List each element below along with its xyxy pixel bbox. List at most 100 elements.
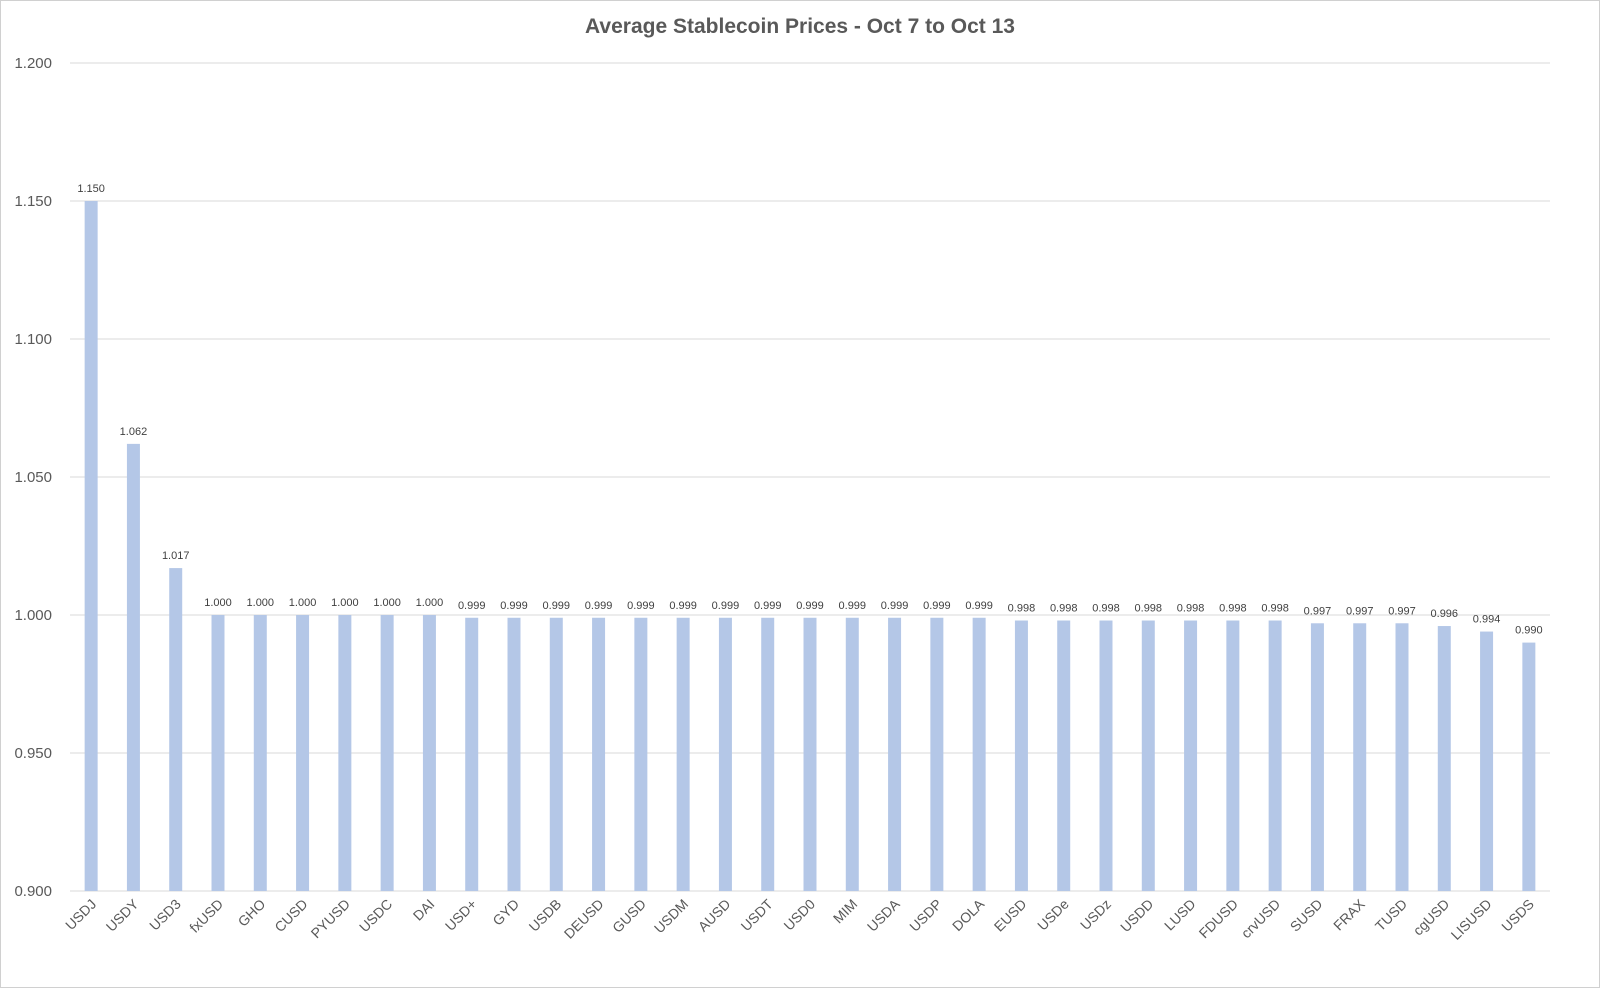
data-label: 0.999 bbox=[585, 600, 613, 612]
x-tick-label: USDe bbox=[1034, 896, 1072, 934]
bar-USDD bbox=[1141, 620, 1155, 891]
x-tick-label: USDB bbox=[526, 896, 565, 935]
data-labels: 1.150 1.062 1.017 1.000 1.000 1.000 1.000 1.000… bbox=[77, 183, 1542, 637]
y-tick-label: 1.050 bbox=[14, 469, 52, 486]
bar-GHO bbox=[253, 615, 267, 891]
data-label: 1.000 bbox=[247, 597, 275, 609]
data-label: 0.999 bbox=[669, 600, 697, 612]
data-label: 1.017 bbox=[162, 550, 190, 562]
data-label: 0.999 bbox=[881, 600, 909, 612]
data-label: 0.998 bbox=[1261, 603, 1289, 615]
data-label: 1.000 bbox=[373, 597, 401, 609]
x-tick-label: AUSD bbox=[695, 896, 734, 935]
x-tick-label: USDM bbox=[651, 896, 691, 936]
bar-USDP bbox=[930, 617, 944, 891]
x-tick-label: USD0 bbox=[780, 896, 818, 934]
bar-USDJ bbox=[84, 201, 98, 891]
x-tick-label: TUSD bbox=[1372, 896, 1410, 934]
data-label: 0.999 bbox=[839, 600, 867, 612]
x-tick-label: USDT bbox=[738, 896, 777, 935]
data-label: 0.994 bbox=[1473, 614, 1501, 626]
data-label: 0.996 bbox=[1431, 608, 1459, 620]
x-tick-label: USD+ bbox=[442, 896, 480, 934]
data-label: 0.999 bbox=[754, 600, 782, 612]
x-tick-label: crvUSD bbox=[1238, 896, 1283, 941]
data-label: 1.062 bbox=[120, 426, 148, 438]
x-tick-label: PYUSD bbox=[308, 896, 353, 941]
x-tick-label: fxUSD bbox=[186, 896, 226, 936]
bar-PYUSD bbox=[338, 615, 352, 891]
y-tick-label: 1.000 bbox=[14, 607, 52, 624]
bar-DAI bbox=[422, 615, 436, 891]
x-tick-label: FDUSD bbox=[1196, 896, 1241, 941]
bar-DOLA bbox=[972, 617, 986, 891]
bar-GUSD bbox=[634, 617, 648, 891]
bar-TUSD bbox=[1395, 623, 1409, 891]
bar-AUSD bbox=[718, 617, 732, 891]
bar-USD3 bbox=[169, 568, 183, 891]
x-tick-label: CUSD bbox=[271, 896, 310, 935]
bar-USD0 bbox=[803, 617, 817, 891]
bar-USDA bbox=[888, 617, 902, 891]
bar-EUSD bbox=[1014, 620, 1028, 891]
bars bbox=[84, 201, 1536, 891]
x-tick-label: GYD bbox=[489, 896, 522, 929]
bar-LISUSD bbox=[1480, 631, 1494, 891]
data-label: 1.000 bbox=[204, 597, 232, 609]
bar-USDY bbox=[126, 443, 140, 891]
x-tick-label: USDC bbox=[356, 896, 395, 935]
bar-LUSD bbox=[1184, 620, 1198, 891]
data-label: 0.998 bbox=[1050, 603, 1078, 615]
bar-USDS bbox=[1522, 642, 1536, 891]
x-tick-label: USDz bbox=[1077, 896, 1114, 933]
data-label: 0.998 bbox=[1135, 603, 1163, 615]
data-label: 0.999 bbox=[500, 600, 528, 612]
x-tick-label: DOLA bbox=[949, 895, 988, 934]
x-tick-label: LUSD bbox=[1161, 896, 1199, 934]
x-tick-label: USDA bbox=[864, 895, 903, 934]
bar-USDB bbox=[549, 617, 563, 891]
data-label: 0.997 bbox=[1388, 605, 1416, 617]
data-label: 0.998 bbox=[1008, 603, 1036, 615]
data-label: 0.998 bbox=[1177, 603, 1205, 615]
data-label: 1.000 bbox=[331, 597, 359, 609]
bar-USD+ bbox=[465, 617, 479, 891]
data-label: 0.999 bbox=[543, 600, 571, 612]
bar-USDC bbox=[380, 615, 394, 891]
x-tick-label: GHO bbox=[235, 896, 269, 930]
bar-USDz bbox=[1099, 620, 1113, 891]
bar-USDT bbox=[761, 617, 775, 891]
x-tick-label: FRAX bbox=[1330, 895, 1368, 933]
bar-fxUSD bbox=[211, 615, 225, 891]
data-label: 0.999 bbox=[965, 600, 993, 612]
data-label: 0.999 bbox=[796, 600, 824, 612]
data-label: 1.000 bbox=[289, 597, 317, 609]
bar-GYD bbox=[507, 617, 521, 891]
x-tick-label: DAI bbox=[410, 896, 438, 924]
data-label: 0.997 bbox=[1304, 605, 1332, 617]
bar-SUSD bbox=[1310, 623, 1324, 891]
x-tick-label: DEUSD bbox=[561, 896, 607, 942]
data-label: 0.999 bbox=[627, 600, 655, 612]
x-tick-label: USDP bbox=[906, 896, 945, 935]
y-tick-label: 0.900 bbox=[14, 883, 52, 900]
x-tick-label: MIM bbox=[830, 896, 861, 927]
y-tick-label: 0.950 bbox=[14, 745, 52, 762]
bar-FRAX bbox=[1353, 623, 1367, 891]
x-tick-label: USDD bbox=[1117, 896, 1156, 935]
data-label: 0.999 bbox=[458, 600, 486, 612]
data-label: 0.999 bbox=[712, 600, 740, 612]
gridlines bbox=[70, 62, 1550, 892]
x-tick-label: USD3 bbox=[146, 896, 184, 934]
x-tick-label: USDY bbox=[103, 895, 142, 934]
data-label: 1.150 bbox=[77, 183, 105, 195]
x-tick-label: LISUSD bbox=[1448, 896, 1495, 943]
y-tick-label: 1.150 bbox=[14, 193, 52, 210]
x-tick-label: GUSD bbox=[609, 896, 649, 936]
bar-FDUSD bbox=[1226, 620, 1240, 891]
bar-cgUSD bbox=[1437, 626, 1451, 891]
x-tick-label: USDJ bbox=[62, 896, 99, 933]
data-label: 0.997 bbox=[1346, 605, 1374, 617]
bar-crvUSD bbox=[1268, 620, 1282, 891]
